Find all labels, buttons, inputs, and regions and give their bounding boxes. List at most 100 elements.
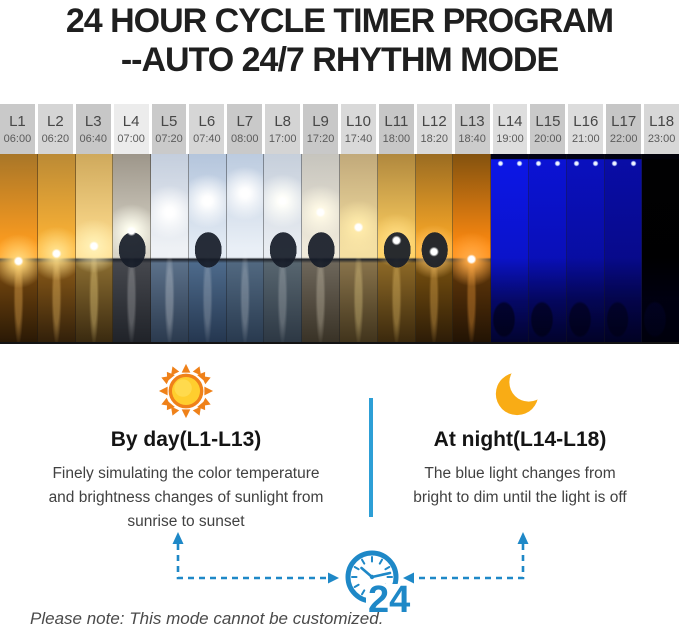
photo-l18 <box>642 154 679 342</box>
right-up-arrowhead <box>517 532 529 544</box>
photo-l11 <box>377 154 416 342</box>
photo-l8 <box>264 154 303 342</box>
timeline-slot-l2: L2 06:20 <box>37 104 73 154</box>
photo-l9 <box>302 154 341 342</box>
slot-label: L14 <box>497 113 523 130</box>
photo-l12 <box>415 154 454 342</box>
photo-l1 <box>0 154 38 342</box>
timeline-slot-l15: L15 20:00 <box>530 104 566 154</box>
day-description-line: and brightness changes of sunlight from <box>48 489 324 507</box>
slot-time: 17:00 <box>268 133 297 145</box>
slot-time: 19:00 <box>496 133 524 145</box>
day-description-line: Finely simulating the color temperature <box>52 465 320 482</box>
slot-time: 18:00 <box>382 133 411 145</box>
slot-time: 07:40 <box>193 133 221 145</box>
slot-label: L16 <box>573 113 599 130</box>
slot-label: L10 <box>345 113 371 130</box>
slot-time: 17:20 <box>306 133 335 145</box>
slot-time: 21:00 <box>572 133 600 145</box>
timeline-slot-l7: L7 08:00 <box>227 104 263 154</box>
bottom-note: Please note: This mode cannot be customi… <box>30 609 384 628</box>
moon-icon <box>380 362 660 420</box>
day-description-line: sunrise to sunset <box>127 513 245 531</box>
timeline-slot-l13: L13 18:40 <box>454 104 490 154</box>
slot-time: 22:00 <box>609 133 638 145</box>
slot-label: L8 <box>274 113 292 130</box>
slot-label: L7 <box>236 113 254 130</box>
slot-label: L17 <box>611 113 637 130</box>
night-description-line: bright to dim until the light is off <box>413 489 627 507</box>
photo-l7 <box>226 154 265 342</box>
photo-l10 <box>340 154 378 342</box>
slot-label: L9 <box>312 113 329 130</box>
right-left-arrowhead <box>403 572 414 584</box>
timeline-slot-l14: L14 19:00 <box>492 104 528 154</box>
timeline-slot-l5: L5 07:20 <box>151 104 187 154</box>
slot-label: L1 <box>9 113 26 130</box>
timeline-slot-l4: L4 07:00 <box>113 104 149 154</box>
slot-label: L5 <box>160 113 178 130</box>
slot-label: L15 <box>535 113 561 130</box>
slot-label: L13 <box>459 113 485 130</box>
timeline-slot-l8: L8 17:00 <box>265 104 301 154</box>
timeline-header: L1 06:00 L2 06:20 L3 06:40 L4 07:00 L5 07:20 L6 07:… <box>0 104 679 154</box>
led-lights <box>604 159 642 168</box>
photo-l17 <box>604 154 643 342</box>
led-lights <box>528 159 566 168</box>
day-section: By day(L1-L13) Finely simulating the col… <box>8 362 364 534</box>
flow-arrows-and-clock: 24 <box>0 528 679 630</box>
timeline-slot-l11: L11 18:00 <box>378 104 414 154</box>
timeline-slot-l18: L18 23:00 <box>644 104 679 154</box>
timeline-slot-l16: L16 21:00 <box>568 104 604 154</box>
photo-strip <box>0 154 679 344</box>
photo-l14 <box>491 154 529 342</box>
night-heading: At night(L14-L18) <box>433 428 607 451</box>
day-heading: By day(L1-L13) <box>110 428 262 451</box>
timeline-slot-l17: L17 22:00 <box>606 104 642 154</box>
section-divider <box>369 398 373 517</box>
slot-label: L3 <box>84 113 102 130</box>
timeline-slot-l9: L9 17:20 <box>303 104 339 154</box>
slot-time: 08:00 <box>231 133 259 145</box>
left-right-arrowhead <box>328 572 339 584</box>
photo-l6 <box>188 154 227 342</box>
night-section: At night(L14-L18) The blue light changes… <box>380 362 660 510</box>
page-title-line1: 24 HOUR CYCLE TIMER PROGRAM <box>65 2 614 40</box>
photo-l3 <box>75 154 114 342</box>
timeline-slot-l12: L12 18:20 <box>416 104 452 154</box>
page-title: 24 HOUR CYCLE TIMER PROGRAM --AUTO 24/7 … <box>0 2 679 81</box>
timeline-slot-l1: L1 06:00 <box>0 104 35 154</box>
slot-time: 18:40 <box>458 133 486 145</box>
photo-l13 <box>453 154 492 342</box>
photo-l16 <box>566 154 605 342</box>
slot-label: L18 <box>649 113 675 130</box>
slot-time: 06:20 <box>41 133 70 145</box>
right-flow-arrow <box>414 544 525 580</box>
slot-time: 20:00 <box>534 133 562 145</box>
slot-time: 23:00 <box>647 133 676 145</box>
slot-time: 07:20 <box>155 133 183 145</box>
slot-time: 17:40 <box>344 133 373 145</box>
slot-time: 06:40 <box>79 133 107 145</box>
photo-l4 <box>113 154 152 342</box>
slot-time: 18:20 <box>420 133 448 145</box>
left-up-arrowhead <box>172 532 184 544</box>
slot-label: L2 <box>46 113 64 130</box>
photo-l2 <box>37 154 76 342</box>
photo-l15 <box>528 154 567 342</box>
slot-label: L6 <box>198 113 216 130</box>
timeline-slot-l3: L3 06:40 <box>75 104 111 154</box>
slot-time: 07:00 <box>117 133 145 145</box>
slot-label: L11 <box>384 113 409 130</box>
slot-time: 06:00 <box>3 133 32 145</box>
led-lights <box>491 159 528 168</box>
clock-24-label: 24 <box>368 579 410 621</box>
sun-icon <box>8 362 364 420</box>
clock-24-icon: 24 <box>345 550 418 621</box>
photo-l5 <box>151 154 189 342</box>
page-title-line2: --AUTO 24/7 RHYTHM MODE <box>120 41 559 80</box>
day-description: Finely simulating the color temperature … <box>8 462 364 534</box>
slot-label: L12 <box>421 113 447 130</box>
left-flow-arrow <box>176 544 328 580</box>
timeline-slot-l10: L10 17:40 <box>341 104 376 154</box>
